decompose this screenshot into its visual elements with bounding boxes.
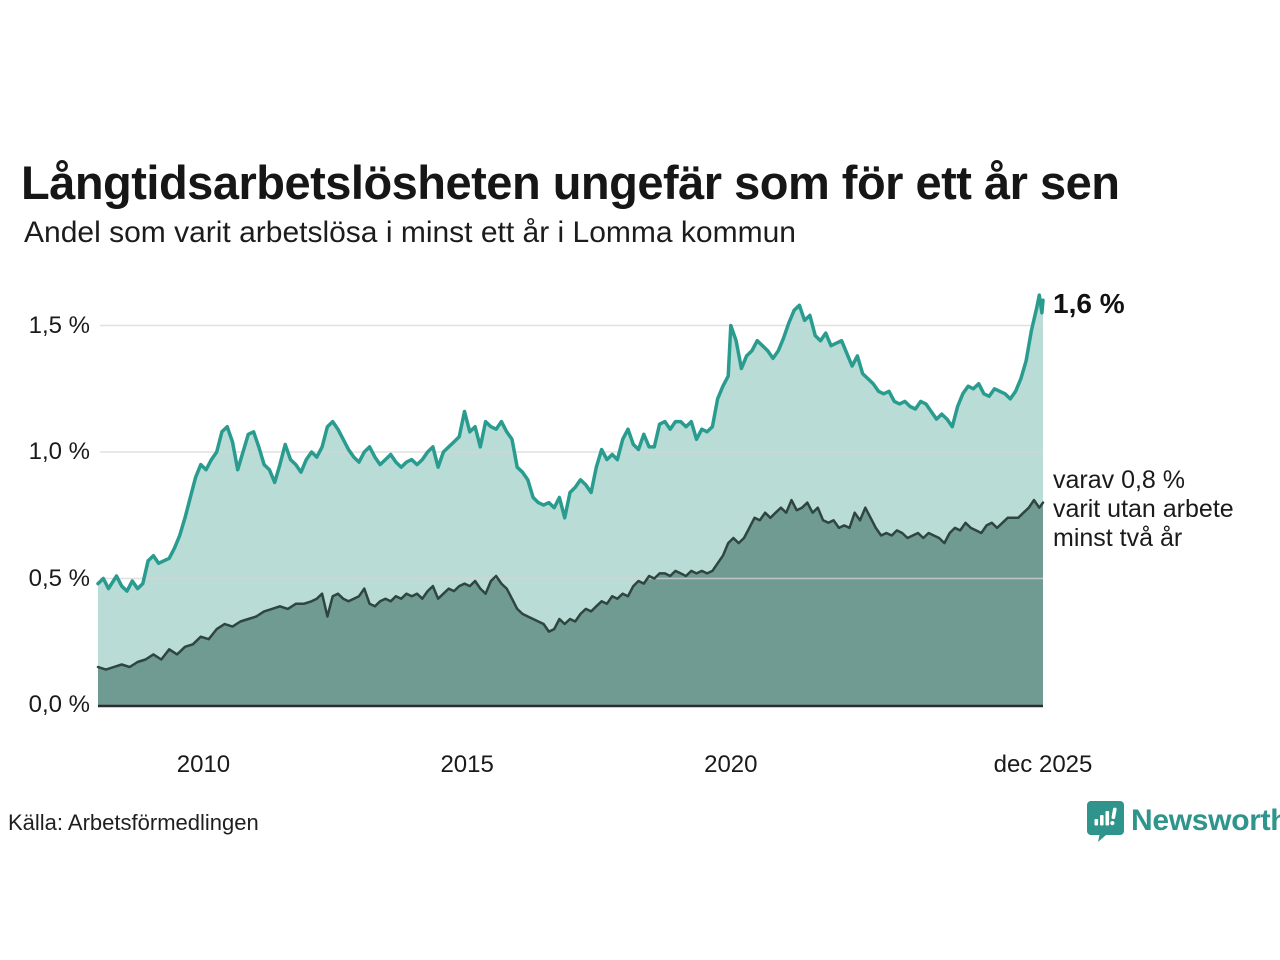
newsworthy-wordmark: Newsworthy [1131,804,1280,837]
y-tick-label: 1,5 % [28,311,90,339]
secondary-series-annotation: varav 0,8 % varit utan arbete minst två … [1053,466,1234,553]
y-tick-label: 0,0 % [28,691,90,718]
newsworthy-bubble-icon [1087,801,1124,842]
source-label: Källa: Arbetsförmedlingen [8,810,259,835]
y-tick-label: 1,0 % [28,438,90,465]
secondary-annotation-line1: varav 0,8 % [1053,466,1186,494]
series-line-two-year [96,498,1045,671]
chart-subtitle: Andel som varit arbetslösa i minst ett å… [24,216,796,249]
secondary-annotation-line3: minst två år [1053,524,1183,552]
x-tick-label: 2010 [176,751,231,778]
y-tick-label: 0,5 % [28,564,90,592]
newsworthy-logo: Newsworthy [1087,800,1280,842]
series-line-one-year [96,293,1045,593]
latest-value-annotation: 1,6 % [1053,288,1125,319]
x-tick-label: 2020 [704,751,758,778]
secondary-annotation-line2: varit utan arbete [1053,495,1234,523]
x-tick-label: dec 2025 [993,751,1093,778]
x-tick-label: 2015 [440,751,494,778]
page-title: Långtidsarbetslösheten ungefär som för e… [21,156,1120,210]
area-fill-two-year [98,500,1043,705]
